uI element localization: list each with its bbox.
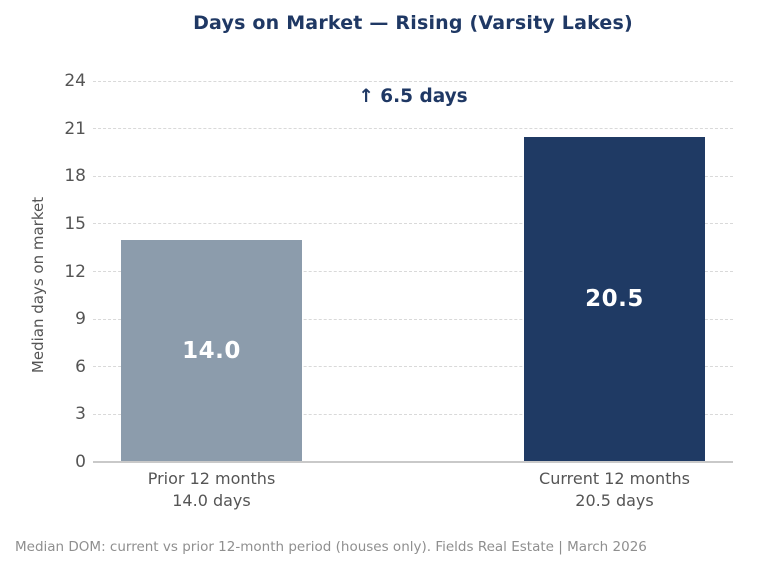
bar-prior: 14.0 — [121, 239, 302, 462]
footer-caption: Median DOM: current vs prior 12-month pe… — [15, 539, 647, 555]
gridline — [93, 271, 733, 272]
x-tick-line1: Prior 12 months — [147, 469, 276, 488]
gridline — [93, 80, 733, 82]
delta-annotation: ↑ 6.5 days — [358, 86, 468, 107]
x-axis-line — [93, 461, 733, 463]
gridline — [93, 223, 733, 225]
x-tick-line2: 20.5 days — [575, 491, 654, 510]
chart-title: Days on Market — Rising (Varsity Lakes) — [193, 12, 633, 34]
y-tick-label: 12 — [64, 261, 86, 282]
x-tick-label: Prior 12 months 14.0 days — [148, 468, 276, 512]
gridline — [93, 128, 733, 130]
y-tick-label: 6 — [75, 356, 86, 377]
y-tick-label: 0 — [75, 452, 86, 472]
gridline — [93, 413, 733, 415]
y-tick-label: 18 — [64, 166, 86, 187]
gridline — [93, 318, 733, 320]
y-tick-label: 21 — [64, 118, 86, 139]
bar-value-label: 20.5 — [585, 286, 644, 313]
x-tick-line2: 14.0 days — [172, 491, 251, 510]
x-tick-label: Current 12 months 20.5 days — [539, 468, 690, 512]
gridline — [93, 366, 733, 368]
y-tick-label: 3 — [75, 404, 86, 425]
plot-area: 14.0 20.5 — [93, 62, 733, 463]
x-tick-line1: Current 12 months — [539, 469, 690, 488]
y-tick-label: 24 — [64, 71, 86, 91]
bar-value-label: 14.0 — [182, 337, 241, 364]
gridline — [93, 175, 733, 177]
bar-current: 20.5 — [524, 136, 705, 462]
y-tick-label: 15 — [64, 213, 86, 234]
y-tick-label: 9 — [75, 309, 86, 330]
